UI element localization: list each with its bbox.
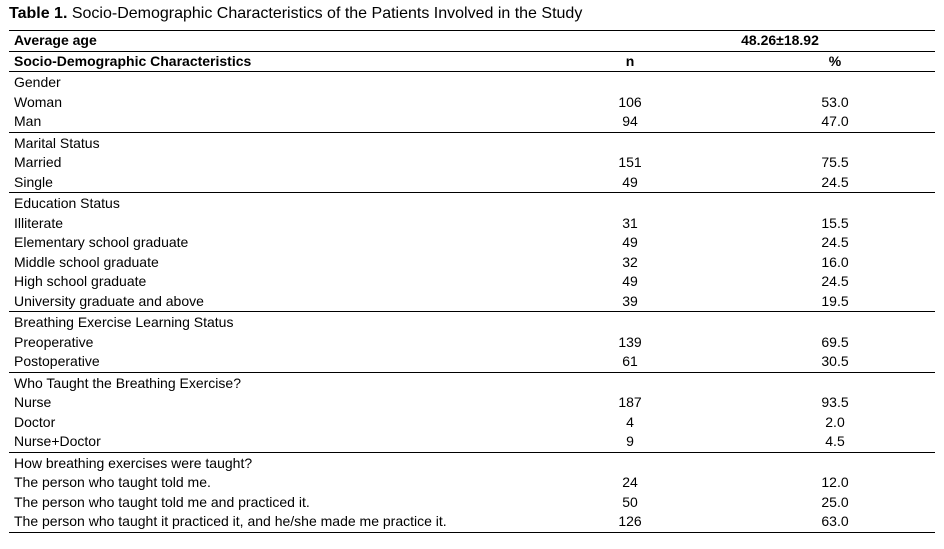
row-percent: 12.0 (821, 474, 849, 491)
table-row: Married 151 75.5 (9, 153, 935, 173)
row-label: Illiterate (14, 214, 64, 231)
group-title-row: Who Taught the Breathing Exercise? (9, 372, 935, 393)
row-n: 139 (618, 333, 642, 350)
table-row: University graduate and above 39 19.5 (9, 291, 935, 312)
row-n: 126 (525, 512, 735, 533)
table-row: Nurse+Doctor 9 4.5 (9, 432, 935, 453)
row-percent: 24.5 (735, 172, 935, 193)
row-percent: 25.0 (821, 493, 849, 510)
row-label: Preoperative (14, 333, 94, 350)
row-n: 31 (622, 214, 638, 231)
row-percent: 19.5 (735, 291, 935, 312)
row-n: 39 (525, 291, 735, 312)
row-n: 49 (525, 172, 735, 193)
table-row: Illiterate 31 15.5 (9, 214, 935, 234)
row-percent: 2.0 (825, 413, 845, 430)
row-label: Single (9, 172, 525, 193)
row-label: Doctor (14, 413, 56, 430)
row-percent: 15.5 (821, 214, 849, 231)
row-n: 106 (618, 93, 642, 110)
table-caption-label: Table 1. (9, 5, 68, 22)
row-percent: 53.0 (821, 93, 849, 110)
group-title: Marital Status (14, 134, 100, 151)
average-age-label: Average age (9, 30, 525, 52)
row-percent: 93.5 (821, 394, 849, 411)
table-row: High school graduate 49 24.5 (9, 272, 935, 292)
group-title: How breathing exercises were taught? (14, 454, 253, 471)
row-percent: 4.5 (735, 432, 935, 453)
row-n: 49 (622, 273, 638, 290)
row-percent: 30.5 (735, 352, 935, 373)
header-characteristics: Socio-Demographic Characteristics (9, 51, 525, 72)
row-percent: 24.5 (821, 234, 849, 251)
table-row: The person who taught told me and practi… (9, 493, 935, 513)
average-age-row: Average age 48.26±18.92 (9, 30, 935, 52)
row-percent: 63.0 (735, 512, 935, 533)
row-label: The person who taught it practiced it, a… (9, 512, 525, 533)
row-label: Nurse+Doctor (9, 432, 525, 453)
group-title: Breathing Exercise Learning Status (14, 314, 234, 331)
row-n: 50 (622, 493, 638, 510)
row-n: 49 (622, 234, 638, 251)
row-percent: 24.5 (821, 273, 849, 290)
group-title: Who Taught the Breathing Exercise? (14, 374, 241, 391)
row-n: 32 (622, 253, 638, 270)
group-title-row: How breathing exercises were taught? (9, 452, 935, 473)
row-label: Middle school graduate (14, 253, 159, 270)
demographics-table: Average age 48.26±18.92 Socio-Demographi… (9, 30, 935, 533)
row-label: Postoperative (9, 352, 525, 373)
table-caption: Table 1. Socio-Demographic Characteristi… (9, 4, 582, 24)
row-n: 4 (626, 413, 634, 430)
row-percent: 47.0 (735, 112, 935, 133)
row-n: 187 (618, 394, 642, 411)
header-n: n (525, 51, 735, 72)
table-caption-text: Socio-Demographic Characteristics of the… (67, 5, 583, 22)
row-label: Man (9, 112, 525, 133)
row-n: 151 (618, 154, 642, 171)
group-title: Gender (14, 74, 61, 91)
row-percent: 16.0 (821, 253, 849, 270)
row-percent: 75.5 (821, 154, 849, 171)
row-label: Elementary school graduate (14, 234, 189, 251)
row-n: 94 (525, 112, 735, 133)
table-row: Preoperative 139 69.5 (9, 333, 935, 353)
table-row: Elementary school graduate 49 24.5 (9, 233, 935, 253)
table-row: The person who taught told me. 24 12.0 (9, 473, 935, 493)
row-n: 24 (622, 474, 638, 491)
table-row: Nurse 187 93.5 (9, 393, 935, 413)
row-label: The person who taught told me. (14, 474, 211, 491)
table-row: Single 49 24.5 (9, 172, 935, 193)
group-title: Education Status (14, 195, 120, 212)
row-label: Woman (14, 93, 62, 110)
row-label: Married (14, 154, 62, 171)
header-percent: % (735, 51, 935, 72)
average-age-value: 48.26±18.92 (525, 30, 935, 52)
table-row: Postoperative 61 30.5 (9, 352, 935, 373)
row-label: Nurse (14, 394, 52, 411)
group-title-row: Marital Status (9, 132, 935, 153)
group-title-row: Breathing Exercise Learning Status (9, 312, 935, 333)
row-label: The person who taught told me and practi… (14, 493, 310, 510)
table-row: Middle school graduate 32 16.0 (9, 253, 935, 273)
header-row: Socio-Demographic Characteristics n % (9, 51, 935, 72)
table-row: Doctor 4 2.0 (9, 413, 935, 433)
row-label: University graduate and above (9, 291, 525, 312)
group-title-row: Education Status (9, 193, 935, 214)
row-percent: 69.5 (821, 333, 849, 350)
row-n: 61 (525, 352, 735, 373)
table-row: Man 94 47.0 (9, 112, 935, 133)
table-row: Woman 106 53.0 (9, 93, 935, 113)
group-title-row: Gender (9, 72, 935, 93)
row-label: High school graduate (14, 273, 147, 290)
table-row: The person who taught it practiced it, a… (9, 512, 935, 533)
row-n: 9 (525, 432, 735, 453)
